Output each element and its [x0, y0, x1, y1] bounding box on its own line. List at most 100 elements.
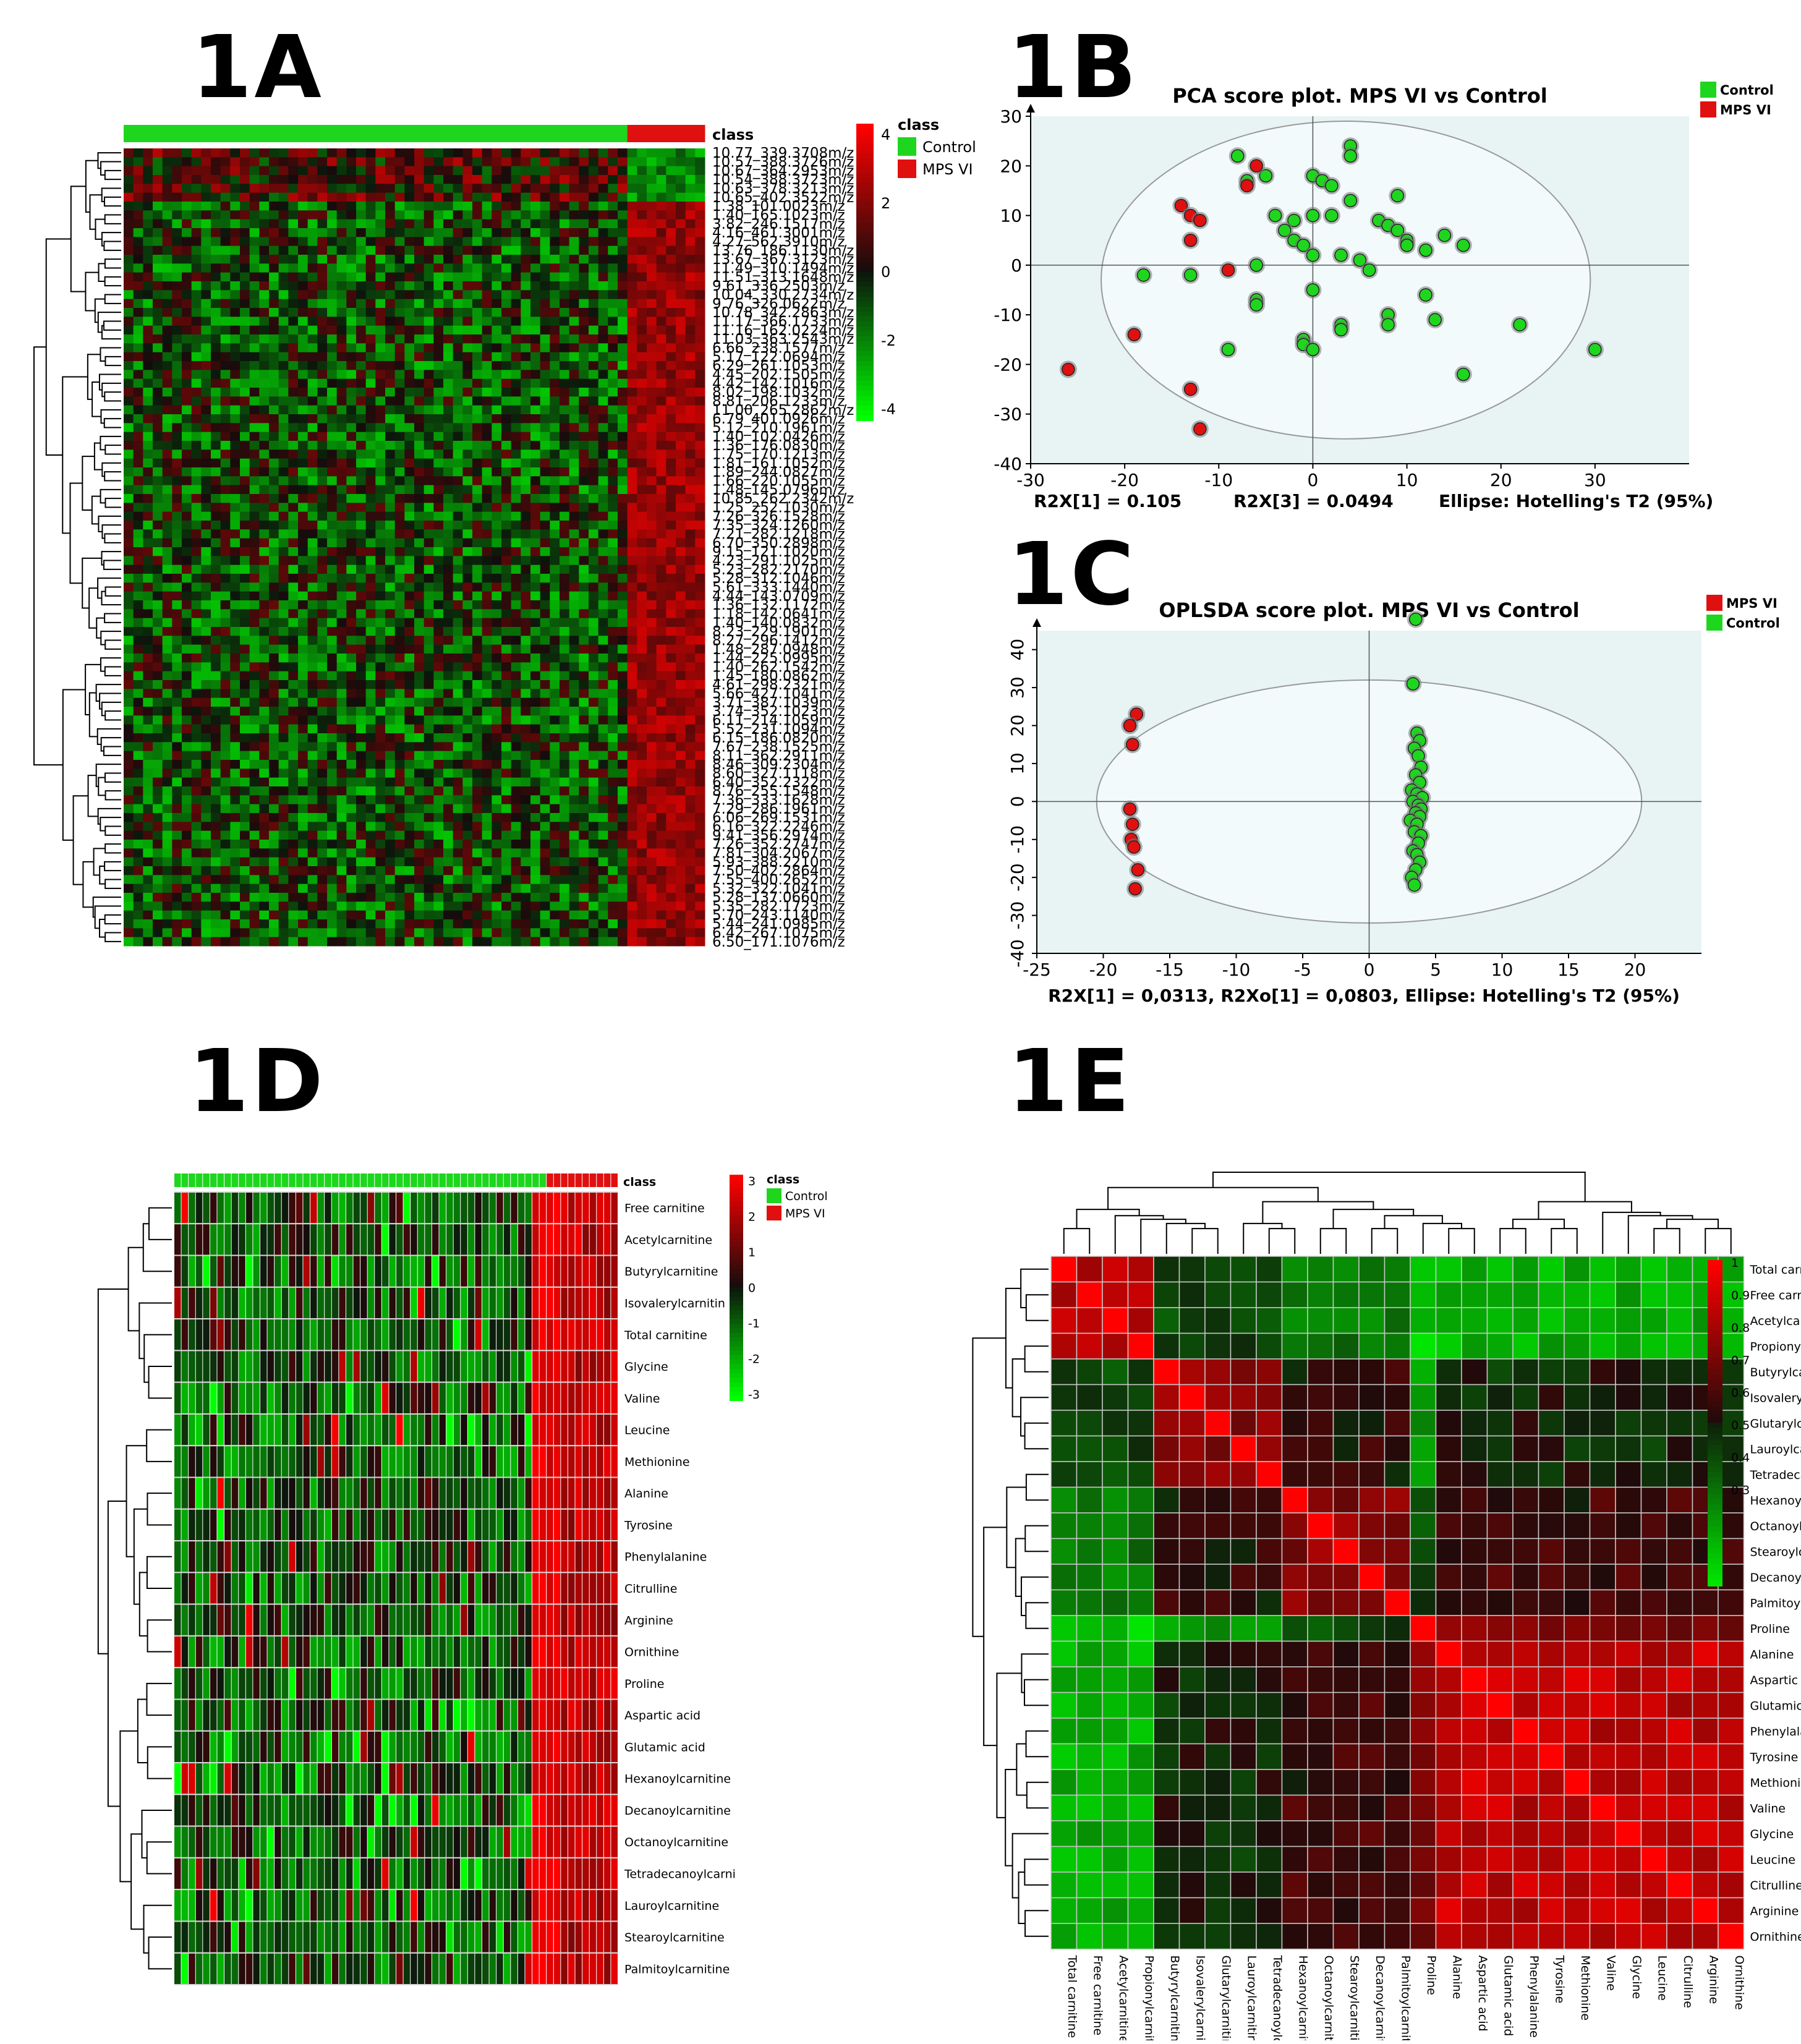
heatmap-cell	[336, 503, 347, 513]
heatmap-cell	[143, 529, 153, 539]
heatmap-cell	[492, 618, 502, 628]
heatmap-cell	[182, 441, 192, 450]
heatmap-cell	[627, 157, 637, 167]
heatmap-cell	[433, 742, 444, 752]
heatmap-cell	[550, 733, 560, 743]
heatmap-cell	[695, 308, 705, 317]
heatmap-cell	[143, 538, 153, 548]
heatmap-cell	[511, 299, 521, 309]
heatmap-cell	[472, 343, 483, 353]
heatmap-cell	[182, 157, 192, 167]
heatmap-cell	[298, 228, 309, 237]
heatmap-cell	[307, 237, 318, 247]
heatmap-cell	[685, 237, 696, 247]
heatmap-cell	[462, 237, 473, 247]
heatmap-cell	[560, 255, 570, 264]
heatmap-cell	[618, 485, 628, 495]
heatmap-cell	[579, 680, 589, 689]
heatmap-cell	[453, 485, 463, 495]
heatmap-cell	[172, 503, 182, 513]
heatmap-cell	[211, 786, 221, 796]
heatmap-cell	[666, 441, 676, 450]
heatmap-cell	[153, 627, 163, 636]
heatmap-cell	[153, 458, 163, 468]
heatmap-cell	[608, 777, 618, 787]
heatmap-cell	[560, 662, 570, 672]
heatmap-cell	[220, 388, 231, 397]
heatmap-cell	[501, 521, 512, 530]
heatmap-cell	[462, 334, 473, 344]
heatmap-cell	[589, 405, 599, 415]
heatmap-cell	[375, 777, 386, 787]
heatmap-cell	[589, 697, 599, 707]
heatmap-cell	[579, 334, 589, 344]
heatmap-cell	[521, 299, 531, 309]
heatmap-cell	[647, 760, 657, 769]
heatmap-cell	[211, 263, 221, 273]
heatmap-cell	[598, 237, 608, 247]
heatmap-cell	[356, 352, 367, 362]
heatmap-cell	[472, 184, 483, 194]
class-bar-control	[317, 125, 328, 142]
heatmap-cell	[569, 378, 579, 388]
heatmap-cell	[336, 848, 347, 858]
heatmap-cell	[288, 574, 299, 583]
heatmap-cell	[443, 148, 454, 158]
heatmap-cell	[191, 795, 202, 805]
heatmap-cell	[443, 458, 454, 468]
heatmap-cell	[365, 378, 376, 388]
heatmap-cell	[453, 219, 463, 229]
heatmap-cell	[472, 547, 483, 556]
heatmap-cell	[424, 760, 434, 769]
heatmap-cell	[327, 485, 338, 495]
heatmap-cell	[453, 857, 463, 867]
heatmap-cell	[462, 786, 473, 796]
heatmap-cell	[404, 866, 415, 875]
heatmap-cell	[550, 600, 560, 610]
heatmap-cell	[550, 857, 560, 867]
heatmap-cell	[336, 263, 347, 273]
heatmap-cell	[269, 414, 279, 424]
heatmap-cell	[482, 361, 492, 370]
heatmap-cell	[424, 556, 434, 566]
heatmap-cell	[521, 529, 531, 539]
heatmap-cell	[676, 813, 686, 822]
heatmap-cell	[589, 281, 599, 291]
heatmap-cell	[375, 414, 386, 424]
heatmap-cell	[414, 786, 425, 796]
heatmap-cell	[365, 697, 376, 707]
heatmap-cell	[162, 449, 172, 459]
heatmap-cell	[317, 742, 328, 752]
heatmap-cell	[424, 707, 434, 716]
heatmap-cell	[414, 263, 425, 273]
heatmap-cell	[143, 219, 153, 229]
heatmap-cell	[153, 529, 163, 539]
heatmap-cell	[462, 591, 473, 601]
heatmap-cell	[540, 352, 550, 362]
heatmap-cell	[385, 724, 396, 734]
heatmap-cell	[424, 388, 434, 397]
heatmap-cell	[336, 742, 347, 752]
heatmap-cell	[269, 157, 279, 167]
heatmap-cell	[676, 334, 686, 344]
heatmap-cell	[530, 325, 541, 335]
heatmap-cell	[298, 299, 309, 309]
heatmap-cell	[414, 255, 425, 264]
heatmap-cell	[385, 715, 396, 725]
heatmap-cell	[472, 600, 483, 610]
heatmap-cell	[133, 219, 143, 229]
heatmap-cell	[569, 813, 579, 822]
heatmap-cell	[424, 148, 434, 158]
heatmap-cell	[298, 334, 309, 344]
heatmap-cell	[172, 485, 182, 495]
heatmap-cell	[560, 396, 570, 406]
heatmap-cell	[327, 157, 338, 167]
heatmap-cell	[462, 432, 473, 441]
heatmap-cell	[589, 564, 599, 574]
heatmap-cell	[356, 840, 367, 849]
heatmap-cell	[346, 317, 357, 326]
heatmap-cell	[511, 644, 521, 654]
heatmap-cell	[472, 503, 483, 513]
heatmap-cell	[656, 370, 666, 380]
heatmap-cell	[336, 352, 347, 362]
